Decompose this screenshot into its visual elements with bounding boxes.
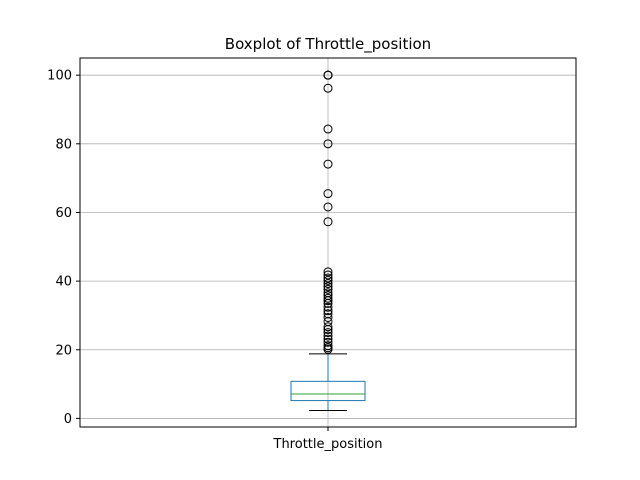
outlier-point (323, 331, 333, 341)
iqr-box (290, 380, 366, 402)
y-tick-label: 20 (55, 343, 72, 358)
outlier-point (323, 334, 333, 344)
outlier-point (323, 273, 333, 283)
y-tick-label: 60 (55, 206, 72, 221)
outlier-point (323, 328, 333, 338)
chart-title: Boxplot of Throttle_position (225, 35, 431, 54)
outlier-point (323, 275, 333, 285)
outlier-point (323, 217, 333, 227)
outlier-point (323, 270, 333, 280)
outlier-point (323, 337, 333, 347)
outlier-point (323, 83, 333, 93)
x-tick-label: Throttle_position (273, 437, 383, 452)
outlier-point (323, 298, 333, 308)
outlier-point (323, 124, 333, 134)
outlier-point (323, 189, 333, 199)
y-tick-label: 40 (55, 275, 72, 290)
outlier-point (323, 302, 333, 312)
outlier-point (323, 306, 333, 316)
outlier-point (323, 282, 333, 292)
outlier-points (323, 70, 333, 354)
outlier-point (323, 293, 333, 303)
outlier-point (323, 322, 333, 332)
outlier-point (323, 284, 333, 294)
outlier-point (323, 296, 333, 306)
outlier-point (323, 344, 333, 354)
y-tick-label: 100 (47, 69, 72, 84)
outlier-point (323, 313, 333, 323)
outlier-point (323, 202, 333, 212)
y-tick-label: 80 (55, 137, 72, 152)
y-axis-ticks: 0 20 40 60 80 100 (47, 69, 80, 427)
outlier-point (323, 159, 333, 169)
outlier-point (323, 70, 333, 80)
outlier-point (323, 139, 333, 149)
outlier-point (323, 279, 333, 289)
y-tick-label: 0 (64, 412, 72, 427)
outlier-point (323, 325, 333, 335)
outlier-point (323, 267, 333, 277)
